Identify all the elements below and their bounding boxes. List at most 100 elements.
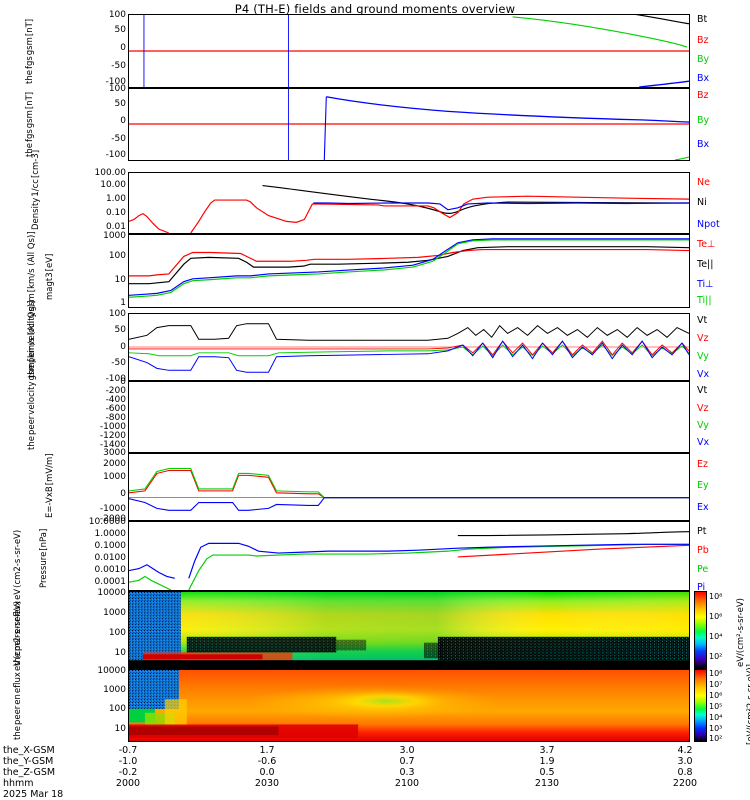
axis-title-part: peer [27,415,37,436]
ytick: -1200 [99,431,126,441]
legend-density-npot: Npot [697,219,720,230]
ytick: 50 [114,25,126,35]
ytick: 0 [120,377,126,387]
peir-colorbar [694,591,707,669]
ytick: -100 [105,374,126,384]
ytick: 10000 [97,666,126,676]
peer-colorbar-tick: 10⁸ [709,669,723,678]
ytick: 0.10 [105,208,126,218]
ytick: 0.0100 [94,553,127,563]
ytick: 10.0000 [88,517,126,527]
axis-title-efield: E=-VxB [mV/m] [45,453,56,518]
legend-efield-ey: Ey [697,480,709,491]
panel-temperature [128,234,690,308]
xaxis-value: 3.0 [677,756,693,767]
legend-peir-velocity-vt: Vt [697,315,708,326]
panel-peer-eflux [128,669,690,742]
legend-pressure-pe: Pe [697,564,709,575]
ytick: 1000 [103,685,126,695]
axis-title-part: Density [31,197,41,230]
legend-peer-velocity-vt: Vt [697,385,708,396]
legend-temperature-ti-par: Ti|| [697,295,712,306]
legend-fgs-gsm-bt: Bt [697,14,708,25]
ytick: -100 [105,150,126,160]
axis-title-fgs-gse: the fgs gsm [nT] [25,91,36,157]
ytick: 1000 [103,608,126,618]
ytick: -600 [105,404,126,414]
xaxis-value: 2100 [394,778,420,789]
ytick: 100 [108,704,126,714]
legend-temperature-ti-perp: Ti⊥ [697,279,714,290]
ytick: 50 [114,99,126,109]
ytick: -200 [105,386,126,396]
xaxis-value: 0.7 [399,756,415,767]
peer-colorbar-tick: 10⁷ [709,680,723,689]
ytick: -1000 [99,504,126,514]
panel-density [128,172,690,234]
axis-title-part: gsm [27,362,37,381]
ytick: 100 [108,10,126,20]
axis-title-part: eV [13,660,23,672]
peir-colorbar-tick: 10² [709,652,723,661]
legend-fgs-gsm-bz: Bz [697,35,709,46]
xaxis-row-label-y: the_Y-GSM [3,756,54,767]
peer-colorbar [694,669,707,742]
panel-efield [128,453,690,521]
legend-fgs-gse-bz: Bz [697,90,709,101]
axis-title-peer-velocity: the peer velocity gsm [km/s (All Qs)] [27,301,38,450]
peer-colorbar-title: [eV/(cm²2-s-sr-eV)] [746,664,750,745]
ytick: -100 [105,77,126,87]
axis-title-part: [nT] [25,91,35,110]
axis-title-part: (cm2-s [13,629,23,659]
ytick: -50 [111,358,126,368]
legend-pressure-pi: Pi [697,582,706,593]
axis-title-part: the [27,436,37,450]
legend-peir-velocity-vy: Vy [697,351,709,362]
axis-title-part: velocity [27,381,37,415]
axis-title-peer-eflux: the peer en eflux eV (cm2-s -sr-eV) [13,601,24,740]
ytick: 10000 [97,588,126,598]
xaxis-value: 2030 [254,778,280,789]
ytick: 100 [108,84,126,94]
xaxis-value: 1.9 [539,756,555,767]
ytick: 0.01 [105,222,126,232]
xaxis-value: 2200 [672,778,698,789]
legend-fgs-gse-bx: Bx [697,139,710,150]
xaxis-row-label-x: the_X-GSM [3,745,55,756]
ytick: 1000 [103,472,126,482]
ytick: -50 [111,61,126,71]
legend-peir-velocity-vx: Vx [697,369,710,380]
legend-density-ni: Ni [697,197,707,208]
legend-fgs-gsm-bx: Bx [697,73,710,84]
ytick: 0.0010 [94,565,127,575]
axis-title-part: gsm [25,110,35,129]
ytick: 1 [120,298,126,308]
peer-colorbar-tick: 10³ [709,724,723,733]
axis-title-fgs-gsm: the fgs gsm [nT] [25,19,36,84]
panel-fgs-gse [128,88,690,161]
axis-title-pressure: Pressure [nPa] [39,528,50,588]
axis-title-part: eflux [13,672,23,694]
xaxis-value: 2130 [534,778,560,789]
axis-title-part: -sr-eV) [13,529,23,558]
ytick: 10 [114,648,126,658]
ytick: -50 [111,134,126,144]
panel-fgs-gsm [128,14,690,88]
panel-peir-eflux [128,591,690,669]
legend-pressure-pt: Pt [697,526,707,537]
axis-title-density: Density 1/cc [cm-3] [31,150,42,230]
legend-temperature-te-perp: Te⊥ [697,239,716,250]
page-title: P4 (TH-E) fields and ground moments over… [234,2,516,16]
legend-peer-velocity-vx: Vx [697,437,710,448]
axis-title-part: E=-VxB [45,486,55,518]
axis-title-part: [nPa] [39,528,49,551]
xaxis-value: 0.8 [677,767,693,778]
legend-fgs-gse-by: By [697,115,710,126]
legend-peer-velocity-vz: Vz [697,403,709,414]
legend-pressure-pb: Pb [697,545,709,556]
panel-peir-velocity [128,313,690,381]
axis-title-part: (cm2-s [13,558,23,588]
ytick: -2000 [99,514,126,524]
peir-colorbar-tick: 10⁶ [709,612,723,621]
panel-peer-velocity [128,381,690,453]
